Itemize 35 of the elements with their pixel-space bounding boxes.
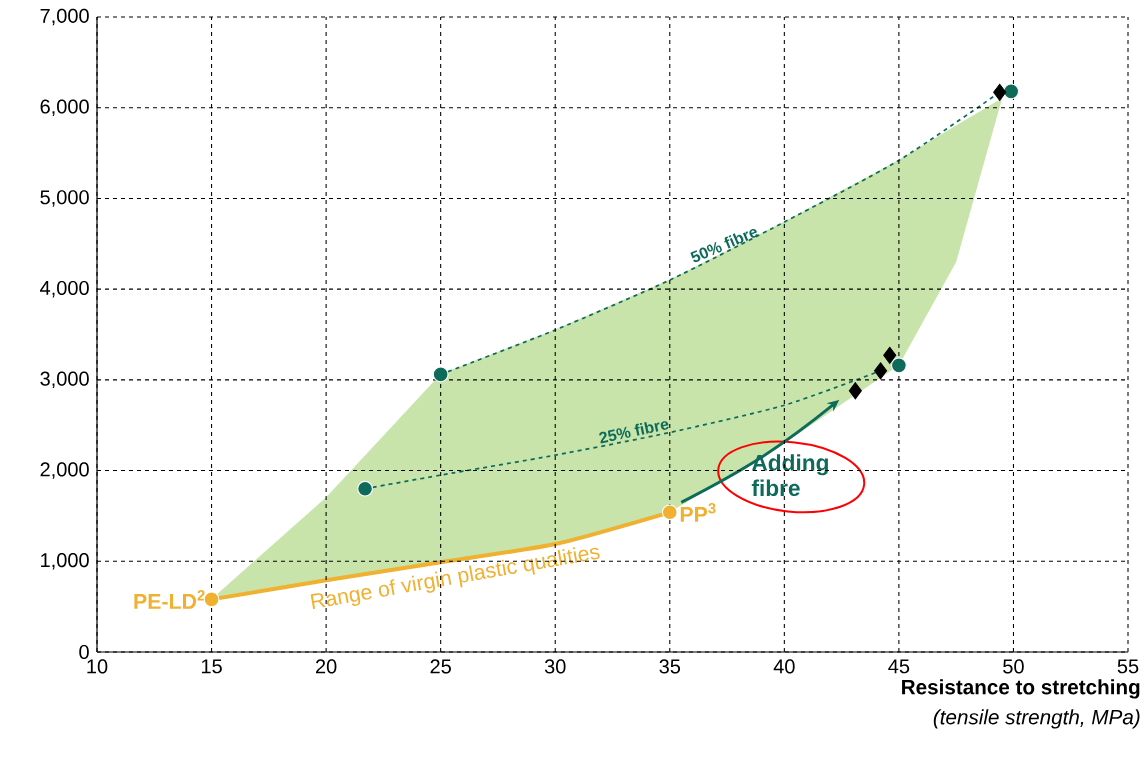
x-tick-label: 40 bbox=[773, 659, 795, 674]
x-tick-label: 50 bbox=[1003, 659, 1024, 674]
point bbox=[661, 504, 678, 521]
point bbox=[891, 357, 907, 374]
x-tick-label: 25 bbox=[430, 659, 451, 674]
x-tick-label: 45 bbox=[888, 659, 910, 674]
y-tick-label: 2,000 bbox=[40, 462, 89, 479]
annotation: 50% fibre bbox=[690, 228, 758, 263]
x-tick-label: 20 bbox=[315, 659, 337, 674]
annotation: PP$^{3}$ bbox=[680, 502, 716, 522]
y-tick-label: 4,000 bbox=[40, 280, 89, 298]
point bbox=[203, 591, 220, 608]
point bbox=[432, 366, 449, 383]
y-tick-label: 7,000 bbox=[40, 8, 89, 26]
point bbox=[848, 382, 862, 400]
point bbox=[1003, 83, 1020, 100]
annotation: 25% fibre bbox=[599, 421, 669, 444]
x-tick-label: 30 bbox=[544, 659, 566, 674]
annotation: Range of virgin plastic qualities bbox=[310, 547, 600, 609]
annotation: PE-LD$^{2}$ bbox=[134, 589, 205, 609]
x-axis-title: Resistance to stretching bbox=[902, 679, 1140, 699]
x-tick-label: 10 bbox=[87, 659, 108, 674]
point bbox=[874, 362, 888, 380]
text: (tensile strength, MPa) bbox=[933, 709, 1140, 729]
point bbox=[993, 83, 1007, 101]
point bbox=[883, 346, 897, 364]
y-tick-label: 1,000 bbox=[41, 553, 89, 570]
y-tick-label: 6,000 bbox=[40, 99, 89, 116]
point bbox=[357, 480, 373, 497]
x-tick-label: 35 bbox=[659, 659, 681, 674]
y-tick-label: 0 bbox=[79, 644, 89, 660]
y-tick-label: 5,000 bbox=[40, 190, 89, 207]
y-tick-label: 3,000 bbox=[40, 371, 89, 389]
x-tick-label: 55 bbox=[1117, 659, 1139, 674]
x-tick-label: 15 bbox=[201, 659, 222, 674]
